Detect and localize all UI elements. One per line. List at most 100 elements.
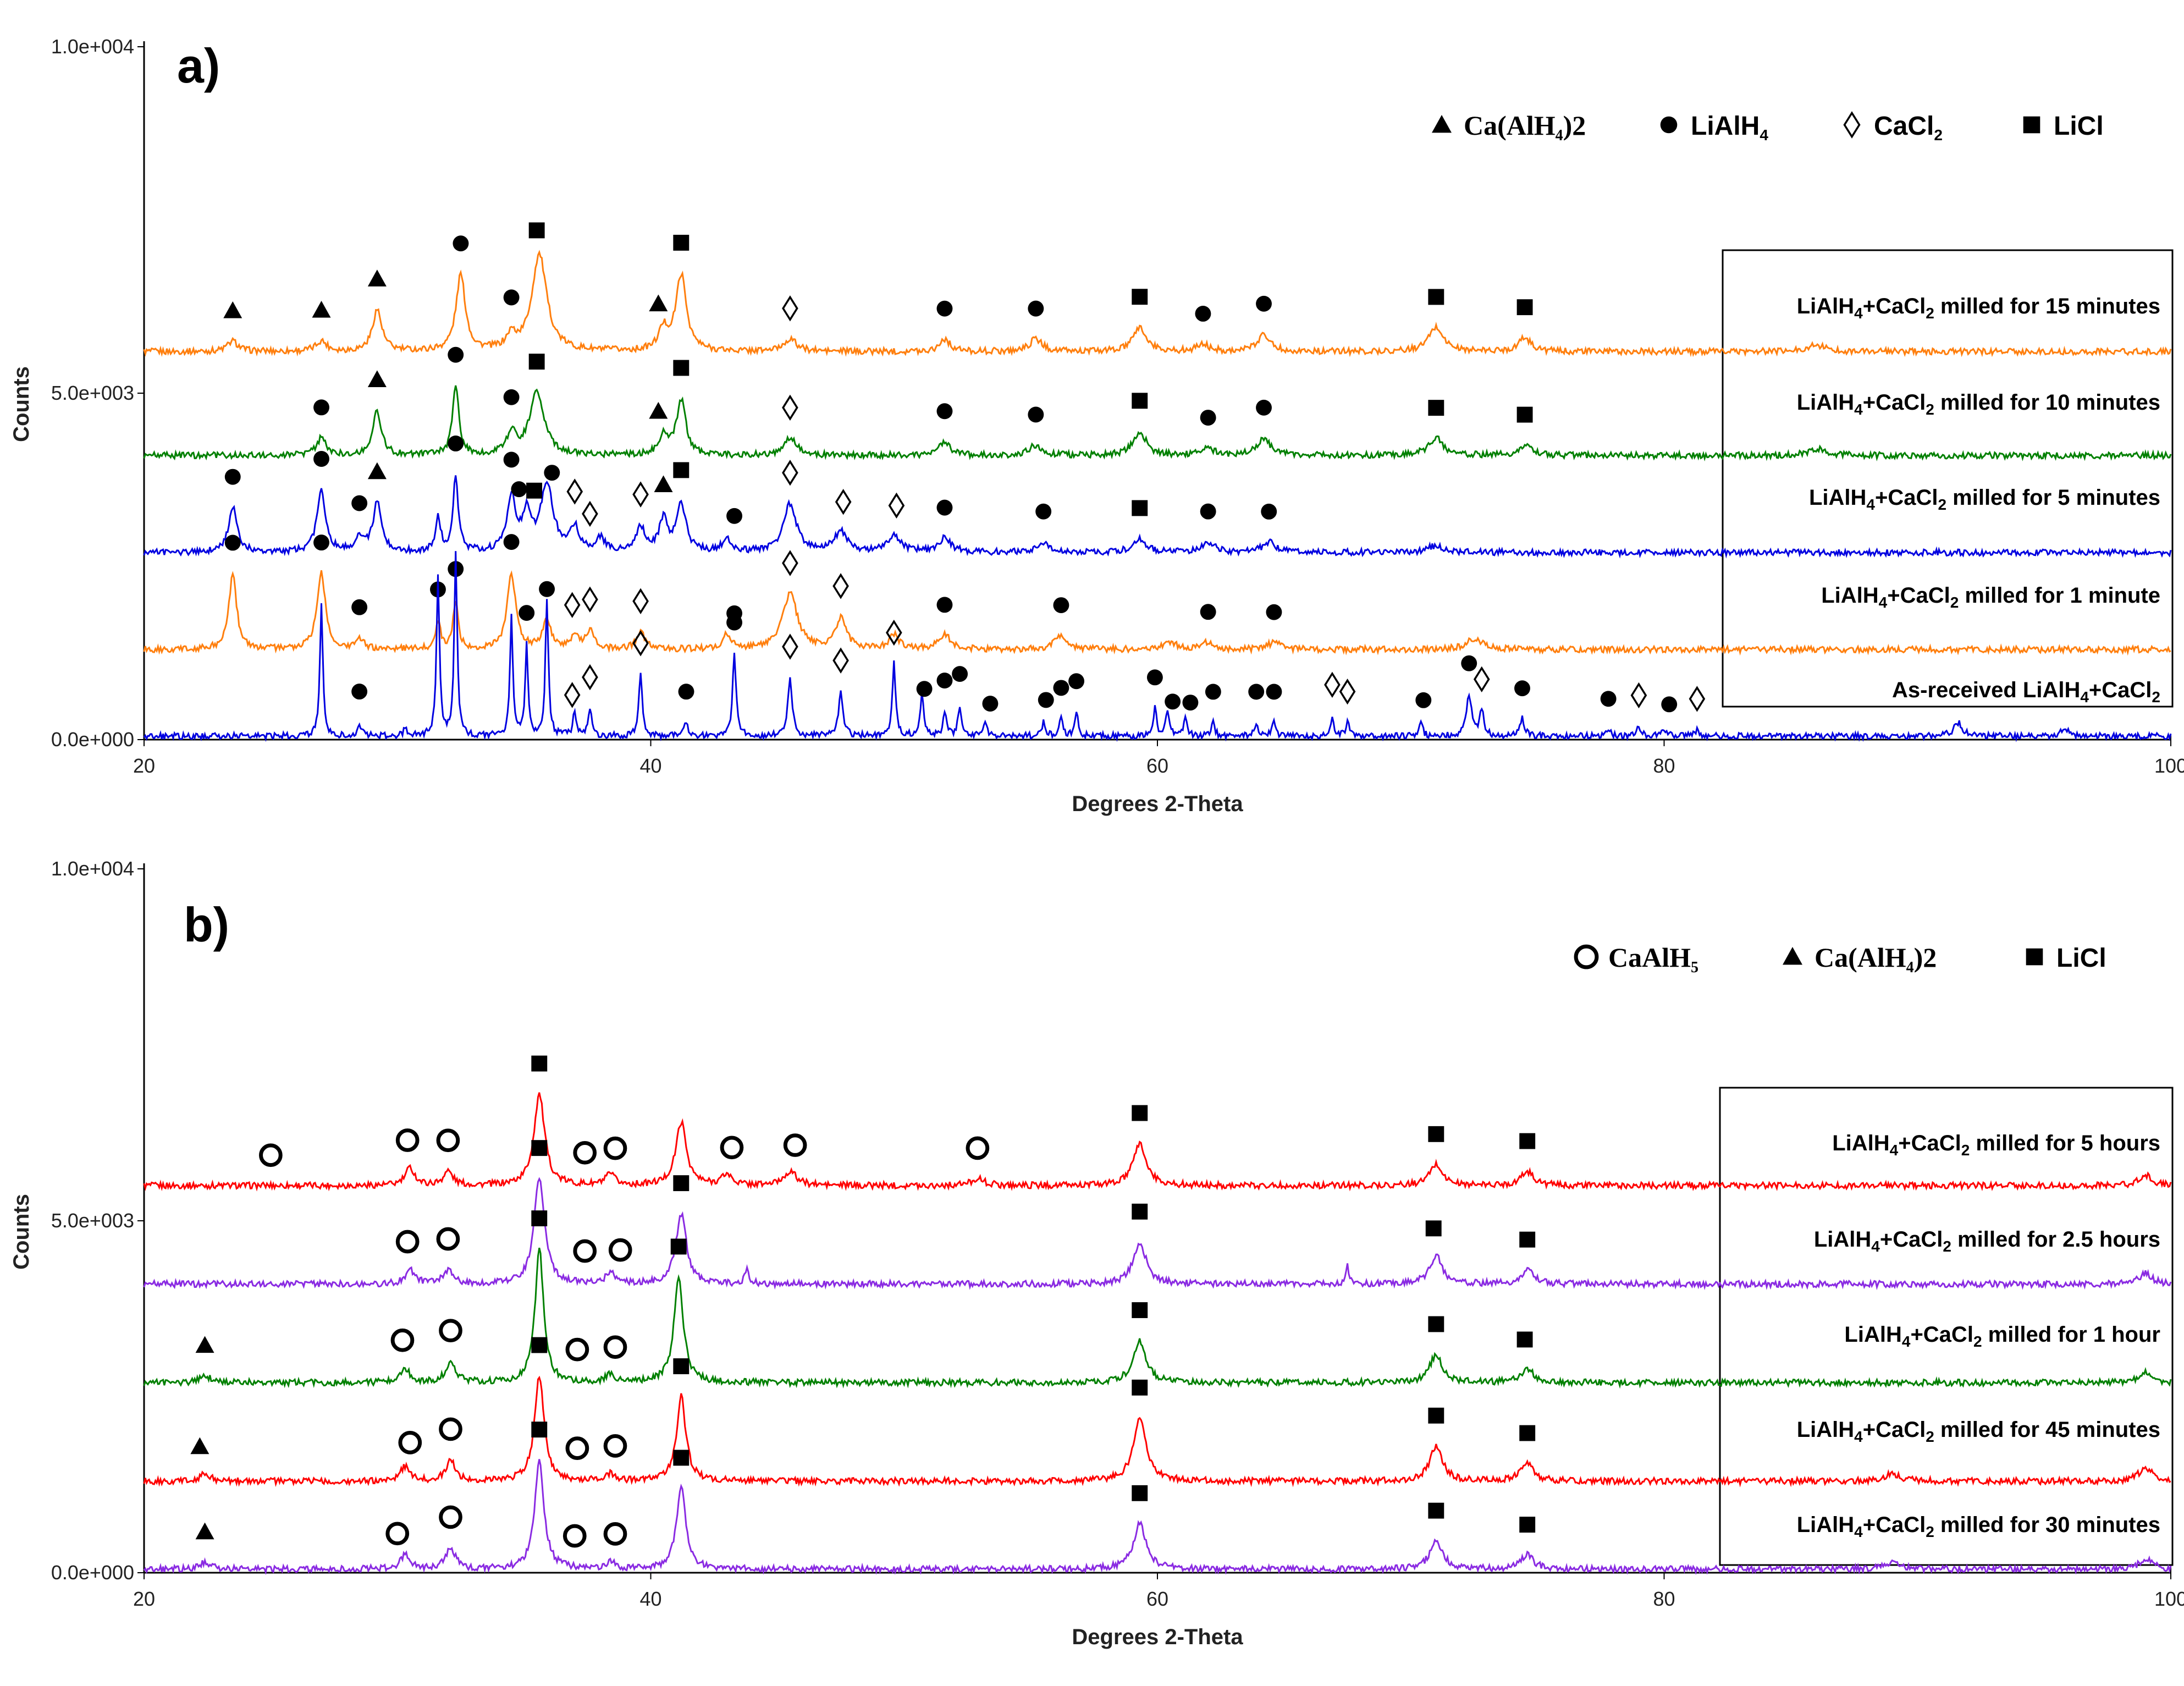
peak-marker-triangle	[195, 1336, 214, 1353]
peak-marker-diamond	[782, 295, 798, 322]
legend-triangle-icon	[1783, 947, 1802, 965]
x-tick-label: 80	[1653, 1588, 1675, 1610]
series-label: LiAlH4+CaCl2 milled for 2.5 hours	[1814, 1227, 2160, 1255]
series-line	[143, 570, 2171, 656]
peak-marker-triangle	[195, 1522, 214, 1540]
peak-marker-circle	[519, 605, 535, 621]
peak-marker-square	[1428, 400, 1444, 416]
peak-marker-square	[673, 1175, 690, 1192]
peak-marker-triangle	[654, 475, 673, 492]
legend-diamond-icon	[1843, 111, 1861, 139]
panel-a-chart: 20 40 60 80 100 0.0e+000 5.0e+003 1.0e+004 Degre…	[9, 35, 2184, 816]
legend-entry-label: CaAlH5	[1608, 942, 1698, 976]
peak-marker-ring	[385, 1522, 410, 1546]
legend-entry-label: Ca(AlH4)2	[1464, 110, 1586, 144]
series-label: LiAlH4+CaCl2 milled for 30 minutes	[1797, 1513, 2160, 1540]
peak-marker-diamond	[1324, 671, 1341, 698]
peak-marker-diamond	[1630, 682, 1647, 709]
series-line	[143, 551, 2172, 742]
peak-marker-square	[526, 482, 543, 499]
peak-marker-circle	[1146, 669, 1163, 686]
peak-marker-circle	[1165, 693, 1181, 710]
series-label: LiAlH4+CaCl2 milled for 5 hours	[1832, 1131, 2160, 1159]
y-tick-label: 0.0e+000	[51, 728, 134, 751]
peak-marker-square	[1519, 1133, 1536, 1149]
peak-marker-square	[1428, 1407, 1444, 1424]
peak-marker-circle	[1195, 306, 1211, 322]
peak-marker-circle	[1266, 684, 1282, 700]
peak-marker-circle	[503, 289, 520, 306]
peak-marker-circle	[936, 597, 953, 613]
peak-marker-square	[1132, 289, 1148, 305]
peak-marker-square	[1132, 1105, 1148, 1121]
peak-marker-square	[531, 1140, 548, 1156]
peak-marker-ring	[603, 1335, 627, 1359]
peak-marker-circle	[1200, 503, 1216, 520]
peak-marker-diamond	[832, 647, 849, 674]
peak-marker-diamond	[632, 481, 649, 508]
peak-marker-triangle	[223, 301, 242, 318]
peak-marker-circle	[678, 684, 694, 700]
peak-marker-circle	[224, 469, 241, 485]
peak-marker-circle	[936, 499, 953, 516]
peak-marker-circle	[313, 399, 329, 416]
peak-marker-ring	[439, 1417, 462, 1441]
peak-marker-circle	[916, 681, 933, 697]
peak-marker-diamond	[564, 682, 581, 708]
peak-marker-circle	[936, 300, 953, 317]
peak-marker-circle	[511, 481, 527, 498]
peak-marker-diamond	[782, 550, 798, 576]
x-axis-title: Degrees 2-Theta	[1072, 1625, 1243, 1649]
peak-marker-circle	[1035, 503, 1052, 520]
peak-marker-ring	[783, 1133, 807, 1157]
peak-marker-square	[1519, 1231, 1536, 1248]
legend-entry-label: Ca(AlH4)2	[1815, 942, 1937, 976]
y-tick-label: 1.0e+004	[51, 35, 134, 58]
series-label: LiAlH4+CaCl2 milled for 5 minutes	[1809, 486, 2160, 513]
peak-marker-circle	[313, 535, 329, 551]
peak-marker-circle	[1200, 410, 1216, 426]
peak-marker-diamond	[886, 619, 902, 646]
peak-marker-circle	[313, 451, 329, 467]
peak-marker-square	[1428, 289, 1444, 305]
peak-marker-square	[528, 222, 545, 239]
x-tick-label: 80	[1653, 754, 1675, 777]
legend-entry-label: CaCl2	[1874, 112, 1943, 144]
series-label: LiAlH4+CaCl2 milled for 10 minutes	[1797, 390, 2160, 418]
series-label: LiAlH4+CaCl2 milled for 15 minutes	[1797, 294, 2160, 322]
peak-marker-ring	[603, 1434, 627, 1458]
peak-marker-diamond	[632, 588, 649, 614]
peak-marker-square	[1519, 1517, 1536, 1533]
peak-marker-diamond	[782, 394, 798, 421]
peak-marker-diamond	[832, 573, 849, 599]
y-tick-label: 1.0e+004	[51, 857, 134, 880]
peak-marker-ring	[562, 1524, 587, 1548]
peak-marker-circle	[936, 673, 953, 689]
peak-marker-circle	[936, 403, 953, 420]
y-axis-title: Counts	[9, 1194, 34, 1270]
peak-marker-ring	[573, 1239, 597, 1263]
peak-marker-square	[1132, 393, 1148, 409]
peak-marker-circle	[503, 534, 520, 550]
peak-marker-diamond	[1339, 678, 1356, 705]
peak-marker-ring	[439, 1319, 462, 1343]
peak-marker-circle	[1200, 604, 1216, 620]
panel-label: a)	[177, 38, 220, 93]
series-label: As-received LiAlH4+CaCl2	[1892, 678, 2160, 706]
peak-marker-triangle	[367, 370, 387, 388]
series-label: LiAlH4+CaCl2 milled for 1 hour	[1844, 1323, 2160, 1350]
legend-circle-icon	[1660, 116, 1678, 134]
series-line	[143, 1247, 2172, 1389]
peak-marker-diamond	[582, 664, 598, 691]
series-label: LiAlH4+CaCl2 milled for 45 minutes	[1797, 1418, 2160, 1445]
y-tick-label: 0.0e+000	[51, 1561, 134, 1584]
series-line	[143, 1375, 2171, 1487]
peak-marker-ring	[390, 1328, 415, 1352]
peak-marker-circle	[1415, 692, 1432, 708]
peak-marker-square	[531, 1055, 548, 1072]
peak-marker-square	[1428, 1126, 1444, 1142]
peak-marker-circle	[1261, 503, 1277, 520]
peak-marker-ring	[259, 1143, 283, 1167]
peak-marker-square	[1132, 1302, 1148, 1318]
